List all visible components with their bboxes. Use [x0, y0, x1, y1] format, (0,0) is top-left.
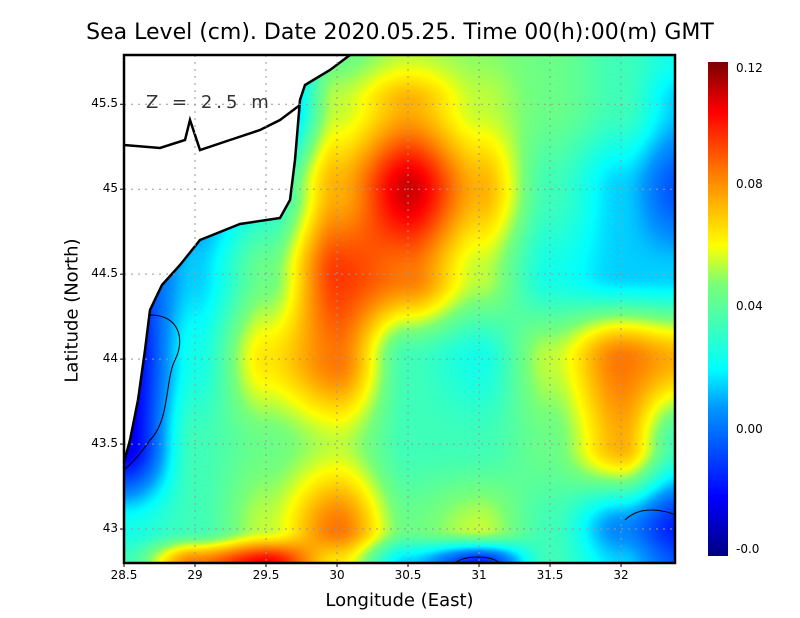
x-tick-label: 31: [471, 568, 487, 582]
depth-annotation: Z = 2.5 m: [146, 92, 273, 113]
y-tick-label: 44: [102, 351, 118, 366]
x-tick-label: 29.5: [252, 568, 280, 582]
depth-contour: [624, 509, 676, 521]
colorbar-tick-label: 0.00: [736, 422, 763, 436]
y-tick-label: 45.5: [91, 96, 118, 111]
coastline: [122, 54, 351, 463]
depth-contour: [454, 556, 501, 564]
y-tick-label: 44.5: [91, 266, 118, 281]
y-axis-label: Latitude (North): [61, 238, 83, 383]
plot-frame: [122, 53, 677, 565]
x-axis-label: Longitude (East): [325, 590, 474, 611]
x-tick-label: 28.5: [110, 568, 138, 582]
y-tick-label: 43: [102, 521, 118, 536]
chart-title: Sea Level (cm). Date 2020.05.25. Time 00…: [86, 20, 714, 45]
colorbar: [708, 62, 728, 556]
coastline-inlet: [123, 104, 301, 152]
x-tick-label: 32: [613, 568, 629, 582]
depth-contour: [123, 314, 181, 471]
colorbar-tick-label: 0.12: [736, 61, 763, 75]
land-mass: [124, 55, 350, 462]
colorbar-tick-label: 0.04: [736, 299, 763, 313]
y-tick-label: 43.5: [91, 436, 118, 451]
y-tick-label: 45: [102, 181, 118, 196]
x-tick-label: 30: [329, 568, 345, 582]
colorbar-tick-label: 0.08: [736, 177, 763, 191]
x-tick-label: 31.5: [536, 568, 564, 582]
x-tick-label: 29: [187, 568, 203, 582]
x-tick-label: 30.5: [394, 568, 422, 582]
colorbar-tick-label: -0.0: [736, 542, 760, 556]
